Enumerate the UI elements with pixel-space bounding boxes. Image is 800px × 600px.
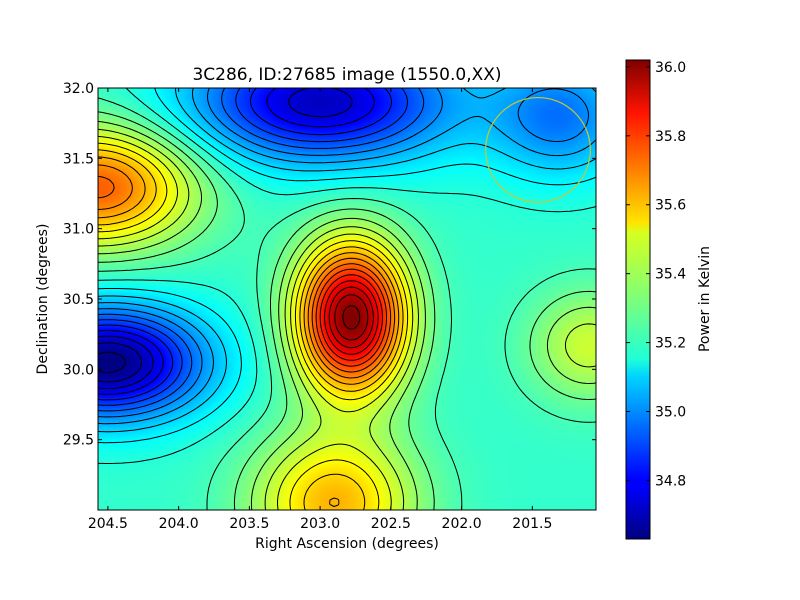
contour-line [98,88,596,425]
colorbar-tick-label: 36.0 [655,60,686,76]
x-tick-label: 203.5 [229,516,269,532]
colorbar-tick-label: 35.0 [655,404,686,420]
contour-line [324,280,379,355]
contour-line [98,88,596,444]
colorbar-tick-label: 34.8 [655,473,686,489]
contour-line [98,351,126,373]
contour-line [98,88,408,406]
x-tick-label: 204.5 [88,516,128,532]
x-tick-label: 201.5 [512,516,552,532]
contour-line [98,149,404,510]
contour-line [319,274,383,361]
y-tick-label: 29.5 [63,433,94,449]
contour-line [98,135,414,510]
y-tick-label: 31.0 [63,222,94,238]
contour-line [98,88,425,412]
x-tick-label: 202.0 [442,516,482,532]
y-tick-label: 30.5 [63,292,94,308]
x-axis-label: Right Ascension (degrees) [255,536,439,552]
contour-line [342,305,361,330]
y-tick-label: 30.0 [63,362,94,378]
contour-line [98,128,596,510]
colorbar-tick-label: 35.8 [655,129,686,145]
contour-line [98,156,400,507]
y-tick-label: 32.0 [63,81,94,97]
contour-line [98,175,392,373]
contour-line [98,88,353,389]
contour-line [328,286,374,349]
x-tick-label: 203.0 [300,516,340,532]
heatmap-image [98,88,596,510]
colorbar-tick-label: 35.2 [655,336,686,352]
colorbar-label: Power in Kelvin [697,246,713,352]
contour-line [98,164,396,379]
x-tick-label: 202.5 [371,516,411,532]
colorbar-tick-label: 35.4 [655,267,686,283]
contour-line [315,268,387,367]
contour-line [98,342,142,383]
contour-line [334,294,369,341]
contour-line [98,88,596,433]
chart-title: 3C286, ID:27685 image (1550.0,XX) [192,65,501,85]
y-axis-label: Declination (degrees) [35,224,51,375]
y-axis-ticks: 29.5 30.0 30.5 31.0 31.5 32.0 [63,81,596,449]
contour-line [98,120,596,510]
contour-line [98,88,596,464]
contour-line [98,88,375,395]
beam-circle [485,96,591,203]
x-axis-ticks: 204.5 204.0 203.5 203.0 202.5 202.0 201.5 [88,88,552,532]
contour-line [98,88,392,401]
contour-line [98,111,596,510]
contour-line [98,97,596,510]
x-tick-label: 204.0 [159,516,199,532]
contour-lines [98,88,596,510]
colorbar [625,59,651,540]
contour-line [98,88,589,418]
y-tick-label: 31.5 [63,151,94,167]
contour-line [98,142,409,510]
colorbar-ticks: 34.8 35.0 35.2 35.4 35.6 35.8 36.0 [626,60,686,489]
colorbar-tick-label: 35.6 [655,198,686,214]
